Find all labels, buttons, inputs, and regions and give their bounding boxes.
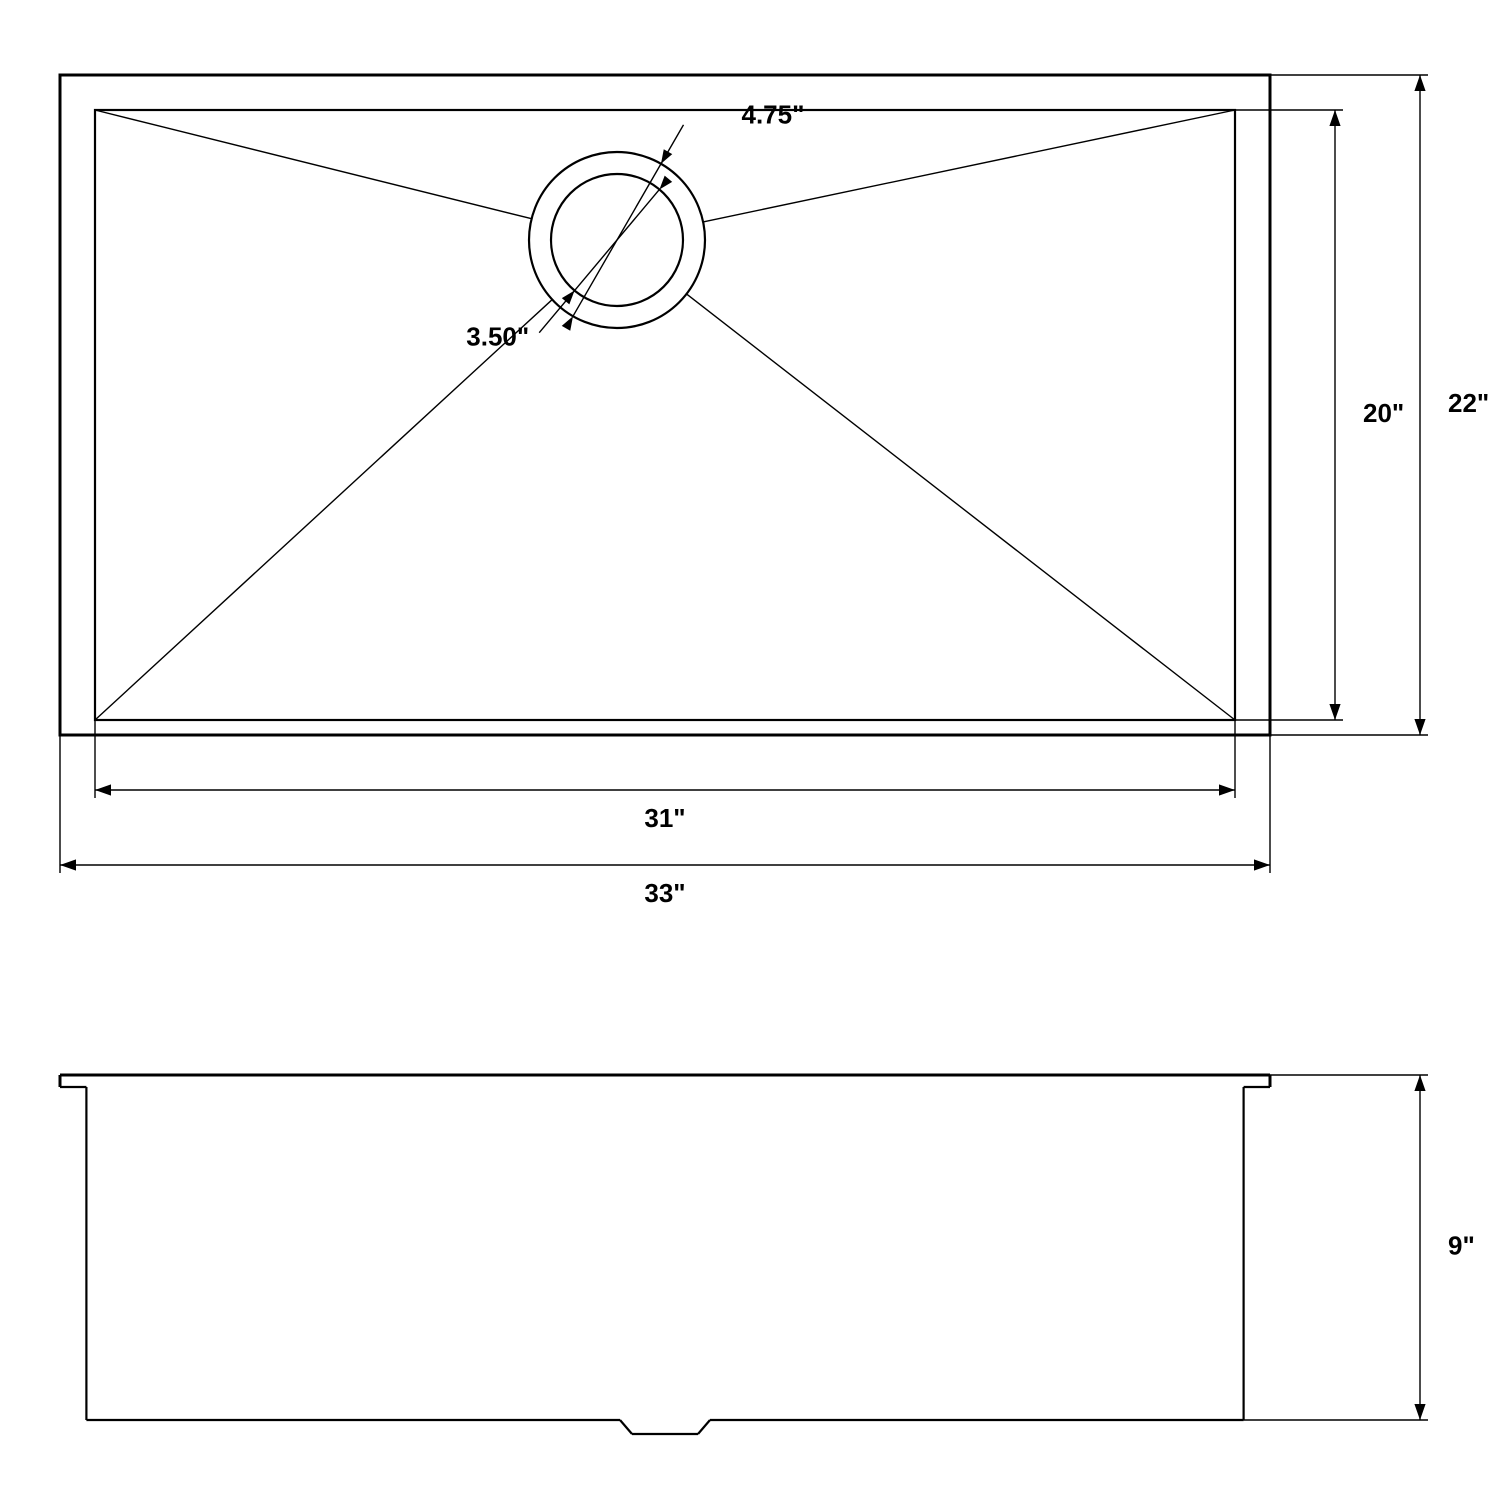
sink-dimension-drawing: 4.75" 3.50" 31" 33" 20" 22" 9" [0,0,1500,1500]
dim-depth: 9" [1448,1230,1475,1260]
dim-outer-height: 22" [1448,388,1489,418]
dim-drain-outer: 4.75" [742,100,805,130]
dim-outer-width: 33" [644,878,685,908]
dim-inner-height: 20" [1363,398,1404,428]
dim-inner-width: 31" [644,803,685,833]
dim-drain-inner: 3.50" [466,322,529,352]
